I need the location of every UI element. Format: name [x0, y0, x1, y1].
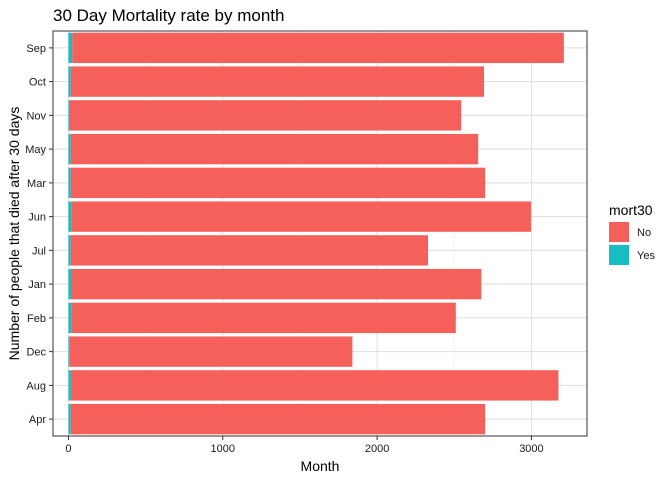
x-axis: 0 1000 2000 3000 [65, 436, 544, 455]
y-tick-label: Aug [26, 380, 46, 392]
bar-nov-no [69, 100, 462, 131]
y-tick-label: Dec [26, 347, 46, 359]
y-tick-label: Mar [27, 178, 46, 190]
y-tick-label: Feb [27, 313, 46, 325]
bar-jun-no [71, 201, 531, 232]
bar-jun-yes [68, 201, 72, 232]
x-tick-label: 2000 [365, 443, 389, 455]
bar-feb-no [71, 302, 456, 334]
y-tick-label: May [25, 144, 46, 156]
y-axis-title: Number of people that died after 30 days [6, 107, 22, 361]
y-tick-label: Apr [29, 414, 46, 426]
legend-title: mort30 [609, 202, 653, 218]
x-tick-label: 3000 [519, 443, 543, 455]
bar-mar-no [70, 167, 486, 199]
bar-aug-no [70, 370, 559, 401]
y-tick-label: Jun [28, 212, 46, 224]
legend: mort30 No Yes [609, 202, 655, 265]
y-tick-label: Nov [26, 110, 46, 122]
bar-jan-yes [68, 268, 72, 300]
x-axis-title: Month [301, 458, 340, 474]
y-tick-label: Sep [26, 43, 46, 55]
bar-apr-no [70, 403, 486, 435]
bars [68, 32, 564, 435]
bar-oct-no [70, 66, 485, 97]
bar-mar-yes [68, 167, 71, 199]
bar-aug-yes [68, 370, 71, 401]
bar-jan-no [71, 268, 482, 300]
y-axis: Sep Oct Nov May Mar Jun Jul Jan Feb Dec Aug Apr [25, 43, 53, 426]
bar-dec-no [69, 336, 353, 367]
bar-jul-yes [68, 235, 71, 266]
legend-label-yes: Yes [637, 250, 655, 262]
bar-jul-no [70, 235, 429, 266]
legend-key-no [609, 222, 629, 242]
y-tick-label: Jul [32, 245, 46, 257]
bar-oct-yes [68, 66, 71, 97]
bar-sep-yes [68, 32, 73, 64]
plot-panel [52, 30, 588, 437]
x-tick-label: 0 [65, 443, 71, 455]
y-tick-label: Oct [29, 77, 46, 89]
chart-title: 30 Day Mortality rate by month [53, 6, 284, 25]
y-tick-label: Jan [28, 279, 46, 291]
bar-may-yes [68, 133, 71, 165]
panel-border [52, 30, 588, 437]
bar-dec-yes [68, 336, 70, 367]
x-tick-label: 1000 [211, 443, 235, 455]
bar-may-no [70, 133, 479, 165]
bar-nov-yes [68, 100, 70, 131]
bar-apr-yes [68, 403, 71, 435]
legend-label-no: No [637, 227, 651, 239]
bar-feb-yes [68, 302, 72, 334]
legend-key-yes [609, 245, 629, 265]
bar-sep-no [72, 32, 564, 64]
